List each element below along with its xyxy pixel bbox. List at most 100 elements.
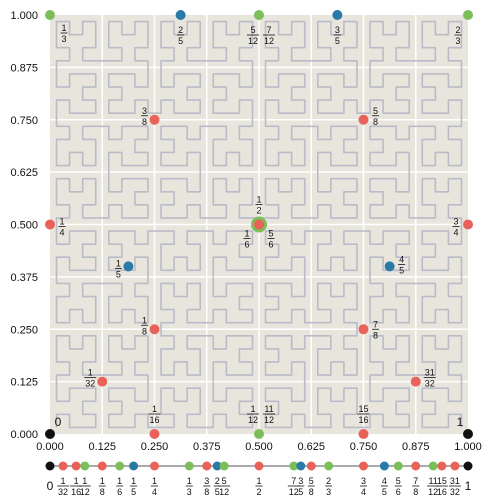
fraction-denominator: 4 bbox=[152, 487, 157, 497]
fraction-denominator: 8 bbox=[142, 117, 147, 127]
number-line-label: 14 bbox=[151, 476, 158, 497]
fraction-numerator: 1 bbox=[187, 476, 192, 486]
point-label: 45 bbox=[398, 254, 406, 275]
x-axis-ticks: 0.000 0.125 0.250 0.375 0.500 0.625 0.750 0.875… bbox=[36, 441, 482, 453]
fraction-denominator: 5 bbox=[298, 487, 303, 497]
point-label: 12 bbox=[255, 195, 263, 216]
fraction-numerator: 3 bbox=[453, 217, 458, 227]
fraction-denominator: 12 bbox=[264, 36, 274, 46]
number-line-label: 35 bbox=[297, 476, 305, 497]
number-line-label: 112 bbox=[78, 476, 91, 497]
point-label: 34 bbox=[452, 217, 460, 238]
number-line-label: 0 bbox=[47, 479, 54, 493]
data-point-blue bbox=[384, 261, 395, 272]
fraction-denominator: 8 bbox=[373, 330, 378, 340]
point-label: 15 bbox=[114, 258, 122, 279]
number-line-point-green bbox=[289, 461, 299, 471]
fraction-denominator: 32 bbox=[450, 487, 460, 497]
fraction-numerator: 3 bbox=[361, 476, 366, 486]
number-line-point-green bbox=[393, 461, 403, 471]
fraction-denominator: 3 bbox=[455, 36, 460, 46]
fraction-denominator: 2 bbox=[256, 206, 261, 216]
number-line-point-green bbox=[219, 461, 229, 471]
fraction-numerator: 1 bbox=[100, 476, 105, 486]
point-label: 35 bbox=[333, 25, 341, 46]
x-tick-label: 1.000 bbox=[454, 441, 482, 453]
fraction-denominator: 3 bbox=[326, 487, 331, 497]
fraction-numerator: 4 bbox=[399, 254, 404, 264]
fraction-denominator: 8 bbox=[100, 487, 105, 497]
fraction-numerator: 1 bbox=[59, 217, 64, 227]
fraction-numerator: 7 bbox=[413, 476, 418, 486]
number-line-point-red bbox=[58, 461, 68, 471]
number-line-point-blue bbox=[379, 461, 389, 471]
number-line-point-green bbox=[324, 461, 334, 471]
fraction-numerator: 1 bbox=[131, 476, 136, 486]
fraction-numerator: 5 bbox=[309, 476, 314, 486]
fraction-denominator: 6 bbox=[396, 487, 401, 497]
data-point-red bbox=[463, 219, 473, 230]
number-line-point-red bbox=[97, 461, 107, 471]
fraction-numerator: 1 bbox=[142, 315, 147, 325]
fraction-denominator: 12 bbox=[264, 415, 274, 425]
number-line-label: 18 bbox=[98, 476, 106, 497]
fraction-numerator: 1 bbox=[256, 476, 261, 486]
fraction-denominator: 2 bbox=[256, 487, 261, 497]
point-label: 38 bbox=[141, 106, 148, 127]
fraction-denominator: 8 bbox=[413, 487, 418, 497]
fraction-numerator: 2 bbox=[215, 476, 220, 486]
fraction-numerator: 1 bbox=[244, 229, 249, 239]
data-point-green bbox=[463, 10, 473, 20]
data-point-green bbox=[254, 10, 264, 20]
fraction-numerator: 4 bbox=[382, 476, 387, 486]
fraction-numerator: 15 bbox=[437, 476, 447, 486]
fraction-numerator: 2 bbox=[178, 25, 183, 35]
y-tick-label: 0.750 bbox=[10, 115, 38, 127]
number-line-label: 38 bbox=[203, 476, 211, 497]
fraction-denominator: 3 bbox=[61, 34, 66, 44]
number-line-point-green bbox=[428, 461, 438, 471]
data-point-red bbox=[149, 324, 160, 335]
fraction-numerator: 7 bbox=[266, 25, 271, 35]
fraction-numerator: 1 bbox=[116, 258, 121, 268]
fraction-numerator: 5 bbox=[250, 25, 255, 35]
number-line-label: 132 bbox=[57, 476, 70, 497]
x-tick-label: 0.125 bbox=[88, 441, 116, 453]
fraction-text: 0 bbox=[47, 479, 54, 493]
data-point-green bbox=[45, 10, 55, 20]
x-tick-label: 0.500 bbox=[245, 441, 273, 453]
fraction-denominator: 5 bbox=[382, 487, 387, 497]
number-line-label: 58 bbox=[307, 476, 315, 497]
data-point-red bbox=[97, 376, 108, 387]
y-tick-label: 0.375 bbox=[10, 272, 38, 284]
number-line-point-blue bbox=[129, 461, 139, 471]
data-point-black bbox=[463, 429, 473, 439]
number-line: 0 132116112181615141338255121271235582334… bbox=[45, 461, 473, 497]
number-line-label: 34 bbox=[360, 476, 367, 497]
number-line-label: 23 bbox=[325, 476, 333, 497]
fraction-denominator: 16 bbox=[358, 415, 368, 425]
point-label: 14 bbox=[58, 217, 66, 238]
fraction-numerator: 31 bbox=[450, 476, 460, 486]
fraction-numerator: 15 bbox=[358, 404, 368, 414]
y-tick-label: 0.500 bbox=[10, 220, 38, 232]
x-tick-label: 0.000 bbox=[36, 441, 64, 453]
fraction-denominator: 5 bbox=[178, 36, 183, 46]
fraction-denominator: 6 bbox=[244, 240, 249, 250]
fraction-denominator: 4 bbox=[59, 228, 64, 238]
fraction-denominator: 8 bbox=[373, 117, 378, 127]
number-line-point-red bbox=[359, 461, 368, 471]
number-line-point-red bbox=[306, 461, 316, 471]
fraction-numerator: 1 bbox=[88, 368, 93, 378]
point-label: 56 bbox=[267, 229, 275, 250]
data-point-red bbox=[358, 429, 369, 439]
fraction-denominator: 8 bbox=[309, 487, 314, 497]
fraction-denominator: 12 bbox=[248, 36, 258, 46]
number-line-label: 13 bbox=[185, 476, 193, 497]
point-label: 132 bbox=[84, 368, 97, 389]
fraction-denominator: 4 bbox=[453, 228, 458, 238]
fraction-denominator: 32 bbox=[58, 487, 68, 497]
number-line-point-green bbox=[80, 461, 90, 471]
fraction-denominator: 12 bbox=[428, 487, 438, 497]
point-label: 13 bbox=[60, 23, 68, 44]
